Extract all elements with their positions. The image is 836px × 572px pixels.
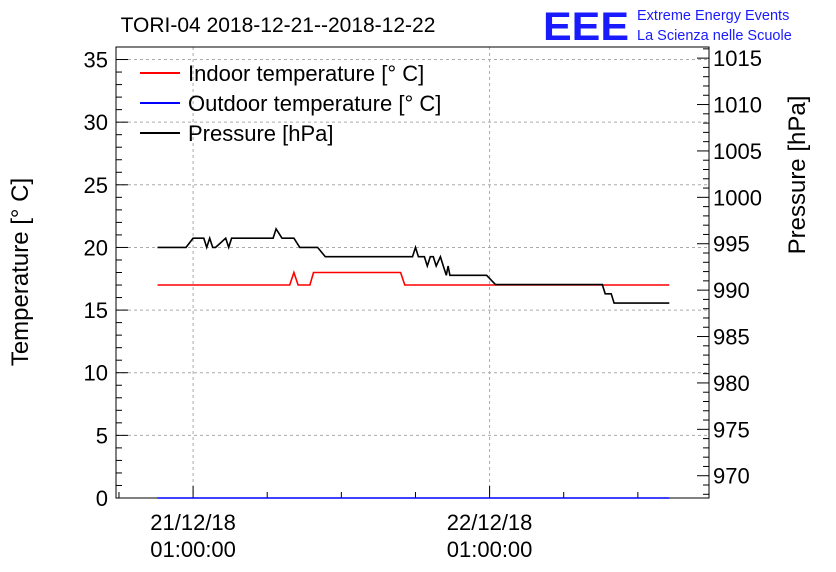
series-line-1	[157, 269, 670, 286]
x-tick-label-time: 01:00:00	[447, 537, 533, 562]
y2-tick-label: 975	[713, 417, 750, 442]
axis-ticks	[116, 48, 709, 499]
tick-labels: 0510152025303597097598098599099510001005…	[84, 46, 762, 562]
y-tick-label: 35	[84, 48, 108, 73]
legend-label-1: Indoor temperature [° C]	[188, 61, 424, 86]
y2-tick-label: 1005	[713, 139, 762, 164]
y2-tick-label: 1000	[713, 185, 762, 210]
y2-tick-label: 990	[713, 278, 750, 303]
y-tick-label: 5	[96, 423, 108, 448]
series-line-3	[157, 227, 670, 304]
eee-logo-line2: La Scienza nelle Scuole	[637, 28, 792, 44]
y2-tick-label: 995	[713, 232, 750, 257]
series-lines	[157, 227, 670, 499]
eee-logo: EEE Extreme Energy Events La Scienza nel…	[543, 5, 792, 49]
legend: Indoor temperature [° C] Outdoor temperat…	[140, 61, 441, 146]
y-tick-label: 15	[84, 298, 108, 323]
y2-tick-label: 970	[713, 464, 750, 489]
legend-label-3: Pressure [hPa]	[188, 121, 334, 146]
y-tick-label: 10	[84, 361, 108, 386]
y-tick-label: 25	[84, 173, 108, 198]
eee-logo-letters: EEE	[543, 5, 629, 49]
y2-axis-label: Pressure [hPa]	[784, 96, 811, 255]
y-axis-label: Temperature [° C]	[7, 178, 34, 366]
legend-label-2: Outdoor temperature [° C]	[188, 91, 441, 116]
y2-tick-label: 980	[713, 371, 750, 396]
chart-title: TORI-04 2018-12-21--2018-12-22	[121, 14, 436, 37]
x-tick-label: 21/12/18	[150, 510, 236, 535]
y2-tick-label: 1015	[713, 46, 762, 71]
x-tick-label: 22/12/18	[447, 510, 533, 535]
eee-logo-line1: Extreme Energy Events	[637, 8, 789, 24]
y2-tick-label: 1010	[713, 93, 762, 118]
y2-tick-label: 985	[713, 325, 750, 350]
y-tick-label: 20	[84, 235, 108, 260]
y-tick-label: 0	[96, 486, 108, 511]
x-tick-label-time: 01:00:00	[150, 537, 236, 562]
y-tick-label: 30	[84, 110, 108, 135]
